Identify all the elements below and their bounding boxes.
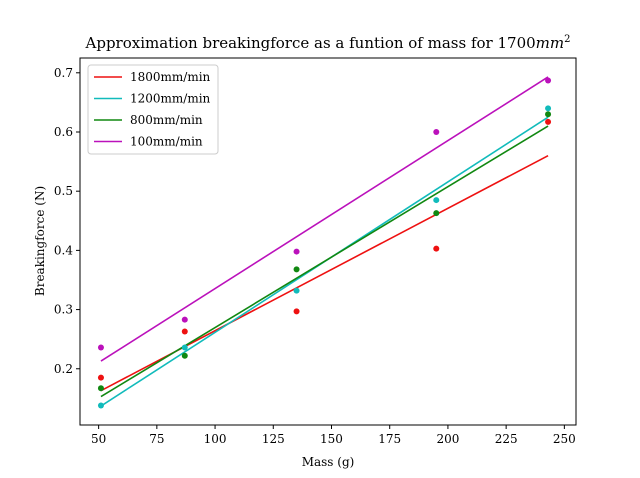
y-tick-label: 0.3 [54, 303, 73, 317]
x-tick-label: 200 [436, 432, 459, 446]
legend-box [87, 64, 219, 155]
data-point [293, 248, 300, 255]
data-point [545, 111, 552, 118]
data-point [545, 118, 552, 125]
chart-title: Approximation breakingforce as a funtion… [85, 34, 571, 52]
legend: 1800mm/min 1200mm/min 800mm/min 100mm/min [87, 64, 219, 155]
y-tick-label: 0.4 [54, 243, 73, 257]
x-tick-label: 150 [320, 432, 343, 446]
x-axis-label: Mass (g) [302, 455, 355, 469]
data-point [293, 287, 300, 294]
x-tick-label: 225 [495, 432, 518, 446]
data-point [97, 402, 104, 409]
data-point [433, 128, 440, 135]
data-point [181, 328, 188, 335]
plot-area [97, 76, 552, 409]
x-tick-label: 50 [91, 432, 106, 446]
chart-title-main: Approximation breakingforce as a funtion… [85, 34, 536, 52]
data-point [545, 105, 552, 112]
x-tick-label: 125 [262, 432, 285, 446]
data-point [97, 374, 104, 381]
data-point [433, 210, 440, 217]
legend-label: 1200mm/min [130, 92, 211, 106]
y-tick-label: 0.7 [54, 66, 73, 80]
axis-ticks: 50 75 100 125 150 175 200 225 250 0.2 0.3 0.4 0.5 0.6… [54, 66, 576, 446]
data-point [293, 266, 300, 273]
data-point [97, 344, 104, 351]
data-point [181, 352, 188, 359]
y-tick-label: 0.6 [54, 125, 73, 139]
data-point [181, 316, 188, 323]
legend-label: 800mm/min [130, 113, 203, 127]
x-tick-label: 75 [149, 432, 164, 446]
x-tick-label: 175 [378, 432, 401, 446]
data-point [433, 197, 440, 204]
data-point [181, 344, 188, 351]
data-point [97, 385, 104, 392]
x-tick-label: 250 [553, 432, 576, 446]
legend-label: 100mm/min [130, 135, 203, 149]
legend-label: 1800mm/min [130, 70, 211, 84]
y-tick-label: 0.2 [54, 362, 73, 376]
axes-frame [79, 57, 577, 426]
y-axis-label: Breakingforce (N) [33, 186, 47, 296]
fit-line [100, 76, 549, 362]
chart-title-unit: mm [536, 34, 564, 52]
x-tick-label: 100 [204, 432, 227, 446]
data-point [293, 308, 300, 315]
data-point [433, 245, 440, 252]
chart-title-exponent: 2 [564, 34, 570, 45]
y-tick-label: 0.5 [54, 184, 73, 198]
fit-line [100, 125, 549, 398]
data-point [545, 77, 552, 84]
